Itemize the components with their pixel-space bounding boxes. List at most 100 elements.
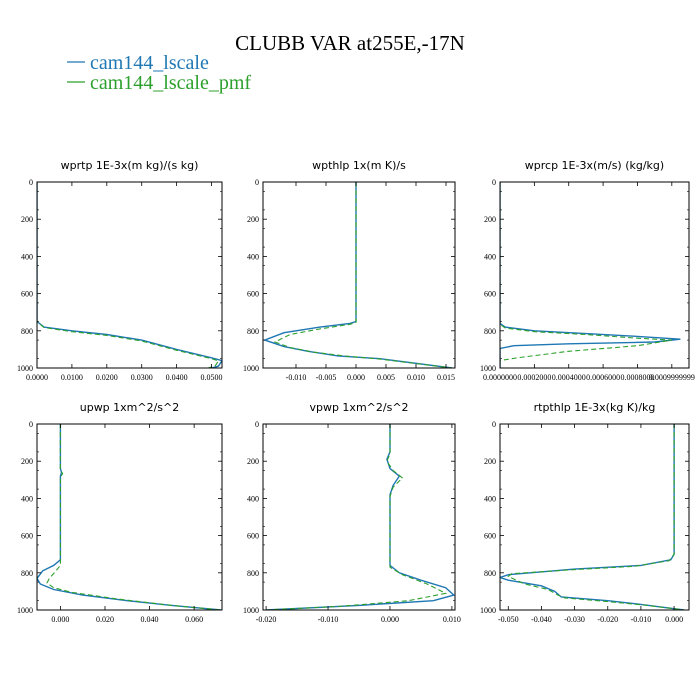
plot-frame <box>262 181 456 369</box>
figure-title: CLUBB VAR at255E,-17N <box>235 31 465 55</box>
x-tick-label: 0.005 <box>377 373 395 382</box>
x-tick-label: 0.0500 <box>201 373 223 382</box>
x-tick-label: -0.030 <box>564 615 585 624</box>
y-tick-label: 1000 <box>243 364 259 373</box>
x-tick-label: 0.0006000 <box>586 373 620 382</box>
y-tick-label: 200 <box>484 215 496 224</box>
x-tick-label: -0.010 <box>318 615 339 624</box>
plot-frame <box>36 423 223 611</box>
x-tick-label: 0.0100 <box>61 373 83 382</box>
y-tick-label: 0 <box>29 420 33 429</box>
series-line <box>500 182 672 368</box>
series-line <box>273 182 453 368</box>
legend-label-1: cam144_lscale <box>90 52 209 74</box>
x-tick-label: 0.000 <box>665 615 683 624</box>
x-tick-label: 0.0009999999 <box>649 373 695 382</box>
y-tick-label: 600 <box>21 290 33 299</box>
x-tick-label: -0.020 <box>256 615 277 624</box>
x-tick-label: -0.040 <box>531 615 552 624</box>
panel-2: wpthlp 1x(m K)/s 0 200 400 600 800 1000 -0.010-… <box>243 159 456 382</box>
panel-4: upwp 1xm^2/s^2 0 200 400 600 800 1000 0.000 0.02… <box>17 401 223 624</box>
x-tick-label: 0.020 <box>96 615 114 624</box>
legend-label-2: cam144_lscale_pmf <box>90 72 251 94</box>
y-tick-label: 800 <box>484 327 496 336</box>
series-line <box>46 424 221 610</box>
y-tick-label: 400 <box>484 494 496 503</box>
y-tick-label: 600 <box>484 532 496 541</box>
y-tick-label: 400 <box>247 252 259 261</box>
y-tick-label: 0 <box>492 420 496 429</box>
y-tick-label: 200 <box>484 457 496 466</box>
x-tick-label: 0.0300 <box>131 373 153 382</box>
y-tick-label: 0 <box>255 178 259 187</box>
x-tick-label: -0.005 <box>316 373 337 382</box>
x-tick-label: -0.050 <box>498 615 519 624</box>
y-tick-label: 1000 <box>17 364 33 373</box>
panel-title: wpthlp 1x(m K)/s <box>312 159 406 172</box>
y-tick-label: 1000 <box>243 606 259 615</box>
x-tick-label: 0.0200 <box>96 373 118 382</box>
x-tick-label: 0.010 <box>443 615 461 624</box>
y-tick-label: 800 <box>247 569 259 578</box>
series-line <box>507 424 685 610</box>
panels: wprtp 1E-3x(m kg)/(s kg) 0 200 400 600 800 100… <box>17 159 695 624</box>
y-tick-label: 200 <box>21 215 33 224</box>
y-tick-label: 1000 <box>17 606 33 615</box>
x-tick-label: 0.0002000 <box>517 373 551 382</box>
y-tick-label: 0 <box>492 178 496 187</box>
y-tick-label: 800 <box>21 569 33 578</box>
x-tick-label: 0.060 <box>185 615 203 624</box>
x-tick-label: -0.010 <box>631 615 652 624</box>
panel-6: rtpthlp 1E-3x(kg K)/kg02004006008001000-… <box>480 401 690 624</box>
y-tick-label: 1000 <box>480 364 496 373</box>
x-tick-label: 0.000 <box>347 373 365 382</box>
x-tick-label: 0.015 <box>437 373 455 382</box>
y-tick-label: 600 <box>21 532 33 541</box>
y-tick-label: 0 <box>29 178 33 187</box>
x-tick-label: 0.0000000 <box>483 373 517 382</box>
panel-title: upwp 1xm^2/s^2 <box>80 401 180 414</box>
plot-frame <box>499 181 690 369</box>
x-tick-label: 0.0008000 <box>620 373 654 382</box>
panel-title: vpwp 1xm^2/s^2 <box>309 401 408 414</box>
x-tick-label: 0.000 <box>381 615 399 624</box>
plot-frame <box>262 423 456 611</box>
series-line <box>500 424 685 610</box>
y-tick-label: 400 <box>21 252 33 261</box>
x-tick-label: 0.0000 <box>26 373 48 382</box>
y-tick-label: 800 <box>21 327 33 336</box>
y-tick-label: 400 <box>247 494 259 503</box>
panel-3: wprcp 1E-3x(m/s) (kg/kg) 0 200 400 600 800 100… <box>480 159 695 382</box>
panel-title: rtpthlp 1E-3x(kg K)/kg <box>534 401 656 414</box>
y-tick-label: 800 <box>484 569 496 578</box>
y-tick-label: 0 <box>255 420 259 429</box>
y-tick-label: 200 <box>21 457 33 466</box>
plot-frame <box>499 423 690 611</box>
x-tick-label: 0.0004000 <box>552 373 586 382</box>
x-tick-label: 0.000 <box>51 615 69 624</box>
y-tick-label: 400 <box>21 494 33 503</box>
y-tick-label: 200 <box>247 215 259 224</box>
series-line <box>500 182 681 368</box>
y-tick-label: 600 <box>247 290 259 299</box>
panel-5: vpwp 1xm^2/s^2 0 200 400 600 800 1000-0.020 -0.… <box>243 401 461 624</box>
x-tick-label: 0.040 <box>141 615 159 624</box>
y-tick-label: 600 <box>484 290 496 299</box>
series-line <box>37 182 222 368</box>
y-tick-label: 800 <box>247 327 259 336</box>
legend: cam144_lscale cam144_lscale_pmf <box>67 52 251 94</box>
panel-1: wprtp 1E-3x(m kg)/(s kg) 0 200 400 600 800 100… <box>17 159 223 382</box>
y-tick-label: 200 <box>247 457 259 466</box>
panel-title: wprtp 1E-3x(m kg)/(s kg) <box>61 159 199 172</box>
x-tick-label: -0.020 <box>597 615 618 624</box>
x-tick-label: 0.010 <box>407 373 425 382</box>
y-tick-label: 400 <box>484 252 496 261</box>
panel-title: wprcp 1E-3x(m/s) (kg/kg) <box>525 159 664 172</box>
y-tick-label: 1000 <box>480 606 496 615</box>
x-tick-label: -0.010 <box>286 373 307 382</box>
plot-frame <box>36 181 223 369</box>
y-tick-label: 600 <box>247 532 259 541</box>
x-tick-label: 0.0400 <box>166 373 188 382</box>
